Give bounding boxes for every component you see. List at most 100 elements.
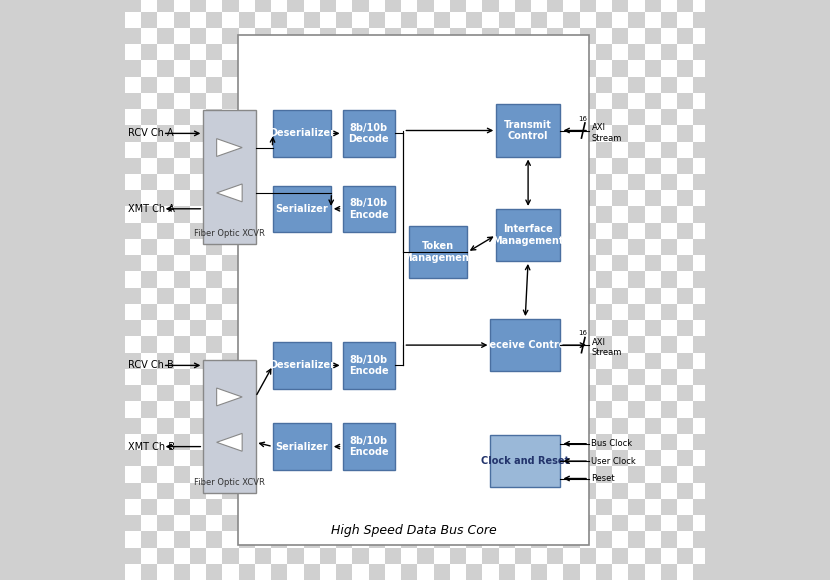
Bar bbox=[450, 466, 466, 483]
Bar bbox=[369, 93, 385, 109]
Bar bbox=[564, 385, 579, 401]
Bar bbox=[661, 93, 677, 109]
Bar bbox=[336, 190, 353, 206]
Bar bbox=[628, 93, 645, 109]
Bar bbox=[255, 109, 271, 125]
Bar bbox=[369, 385, 385, 401]
Bar bbox=[206, 288, 222, 304]
Bar bbox=[369, 483, 385, 499]
Bar bbox=[255, 174, 271, 190]
Bar bbox=[547, 174, 564, 190]
Bar bbox=[677, 499, 693, 515]
Bar bbox=[320, 336, 336, 353]
Bar bbox=[579, 77, 596, 93]
Bar bbox=[482, 531, 499, 548]
Bar bbox=[677, 466, 693, 483]
Bar bbox=[531, 385, 547, 401]
Bar bbox=[433, 353, 450, 369]
Bar bbox=[482, 499, 499, 515]
Bar bbox=[336, 450, 353, 466]
Bar bbox=[222, 434, 239, 450]
Bar bbox=[417, 434, 433, 450]
Bar bbox=[596, 158, 613, 174]
Bar bbox=[401, 353, 417, 369]
Bar bbox=[628, 190, 645, 206]
Bar bbox=[645, 174, 661, 190]
Bar bbox=[661, 385, 677, 401]
FancyBboxPatch shape bbox=[491, 435, 560, 487]
Bar bbox=[693, 190, 710, 206]
Bar bbox=[564, 320, 579, 336]
Bar bbox=[482, 336, 499, 353]
Bar bbox=[515, 401, 531, 418]
Bar bbox=[531, 418, 547, 434]
Text: Stream: Stream bbox=[592, 348, 622, 357]
Bar bbox=[515, 271, 531, 288]
Bar bbox=[401, 0, 417, 12]
Bar bbox=[693, 353, 710, 369]
Bar bbox=[190, 206, 206, 223]
Bar bbox=[515, 304, 531, 320]
Bar bbox=[206, 158, 222, 174]
Bar bbox=[677, 531, 693, 548]
Bar bbox=[141, 158, 158, 174]
Bar bbox=[661, 0, 677, 12]
Bar bbox=[173, 450, 190, 466]
Bar bbox=[158, 271, 173, 288]
Bar bbox=[547, 336, 564, 353]
Bar bbox=[579, 174, 596, 190]
Bar bbox=[320, 174, 336, 190]
Bar bbox=[628, 548, 645, 564]
Bar bbox=[515, 531, 531, 548]
Bar bbox=[645, 77, 661, 93]
Bar bbox=[547, 304, 564, 320]
Bar bbox=[417, 12, 433, 28]
Bar bbox=[710, 434, 726, 450]
Bar bbox=[401, 93, 417, 109]
Bar bbox=[482, 271, 499, 288]
Bar bbox=[401, 450, 417, 466]
Bar bbox=[255, 369, 271, 385]
Bar bbox=[304, 255, 320, 271]
Bar bbox=[255, 564, 271, 580]
Bar bbox=[628, 483, 645, 499]
Bar bbox=[564, 353, 579, 369]
Bar bbox=[531, 28, 547, 44]
Bar bbox=[515, 466, 531, 483]
Bar bbox=[645, 44, 661, 60]
Bar bbox=[596, 60, 613, 77]
Bar bbox=[628, 28, 645, 44]
Bar bbox=[645, 336, 661, 353]
Bar bbox=[466, 483, 482, 499]
Bar bbox=[596, 0, 613, 12]
Bar bbox=[628, 450, 645, 466]
Bar bbox=[547, 44, 564, 60]
Bar bbox=[417, 304, 433, 320]
Bar bbox=[579, 336, 596, 353]
Bar bbox=[353, 531, 369, 548]
Bar bbox=[190, 499, 206, 515]
Bar bbox=[255, 304, 271, 320]
Bar bbox=[450, 109, 466, 125]
Bar bbox=[239, 223, 255, 239]
Bar bbox=[141, 255, 158, 271]
Bar bbox=[661, 353, 677, 369]
Bar bbox=[677, 206, 693, 223]
Bar bbox=[433, 385, 450, 401]
Bar bbox=[515, 174, 531, 190]
Bar bbox=[206, 93, 222, 109]
Bar bbox=[661, 190, 677, 206]
Bar bbox=[693, 320, 710, 336]
Bar bbox=[190, 336, 206, 353]
Bar bbox=[222, 564, 239, 580]
Bar bbox=[222, 466, 239, 483]
Bar bbox=[190, 12, 206, 28]
Bar bbox=[515, 564, 531, 580]
Bar bbox=[125, 434, 141, 450]
Bar bbox=[564, 288, 579, 304]
Bar bbox=[385, 271, 401, 288]
Bar bbox=[320, 401, 336, 418]
Bar bbox=[353, 401, 369, 418]
Bar bbox=[417, 239, 433, 255]
Bar bbox=[547, 77, 564, 93]
